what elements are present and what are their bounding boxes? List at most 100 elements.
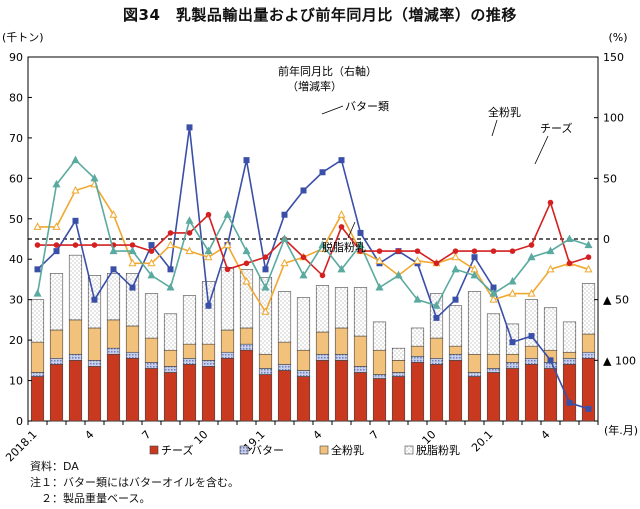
line-point-3-5: [128, 246, 137, 255]
line-point-0-12: [262, 266, 269, 273]
line-point-0-13: [281, 211, 288, 218]
x-tick-label-24: 20.1: [469, 428, 496, 455]
bar-segment-0-5: [125, 358, 140, 422]
bar-segment-2-29: [581, 333, 596, 353]
line-point-0-9: [205, 302, 212, 309]
line-point-2-1: [53, 242, 60, 248]
line-point-2-6: [148, 248, 155, 254]
bar-segment-3-16: [334, 287, 349, 329]
bar-segment-0-11: [239, 349, 254, 422]
line-point-0-21: [433, 314, 440, 321]
x-tick-label-3: 4: [82, 428, 96, 442]
bar-segment-2-21: [429, 337, 444, 359]
line-point-3-18: [375, 282, 384, 291]
line-point-3-10: [223, 210, 232, 218]
bar-segment-1-14: [296, 370, 311, 377]
bar-segment-0-8: [182, 364, 197, 422]
bar-segment-3-18: [372, 321, 387, 351]
bar-segment-3-22: [448, 305, 463, 347]
line-point-0-29: [585, 405, 592, 412]
line-point-3-27: [546, 246, 555, 255]
bar-segment-2-23: [467, 353, 482, 373]
line-point-1-10: [223, 240, 232, 249]
line-point-2-5: [129, 242, 136, 248]
bar-segment-1-18: [372, 374, 387, 379]
bar-segment-0-19: [391, 376, 406, 422]
bar-segment-1-21: [429, 358, 444, 365]
line-point-3-6: [147, 270, 156, 279]
bar-segment-2-8: [182, 343, 197, 359]
bar-segment-3-4: [106, 273, 121, 321]
bar-segment-0-27: [543, 368, 558, 422]
bar-segment-2-7: [163, 349, 178, 367]
right-axis-caption-line1: 前年同月比（右軸）: [278, 64, 377, 78]
bar-segment-0-1: [49, 364, 64, 422]
bar-segment-2-22: [448, 345, 463, 355]
line-point-3-19: [394, 270, 403, 279]
left-axis-unit: (千トン): [2, 31, 44, 44]
x-tick-label-15: 4: [310, 428, 324, 442]
left-tick-label-6: 60: [9, 172, 23, 185]
line-point-0-6: [148, 242, 155, 249]
line-point-2-19: [395, 248, 402, 254]
line-point-0-4: [110, 266, 117, 273]
bar-segment-2-9: [201, 343, 216, 361]
bar-segment-1-24: [486, 368, 501, 373]
bar-segment-0-12: [258, 374, 273, 422]
line-point-2-25: [509, 248, 516, 254]
line-point-2-3: [91, 242, 98, 248]
line-point-0-8: [186, 124, 193, 131]
line-point-0-3: [91, 296, 98, 303]
line-point-1-6: [147, 258, 156, 267]
bar-segment-3-14: [296, 297, 311, 351]
bar-segment-1-11: [239, 343, 254, 351]
line-point-2-9: [205, 211, 212, 218]
line-point-0-14: [300, 187, 307, 194]
bar-segment-3-27: [543, 307, 558, 351]
line-point-3-20: [413, 295, 422, 303]
bar-segment-3-24: [486, 313, 501, 355]
line-point-1-2: [71, 185, 80, 194]
x-axis-unit: (年.月): [604, 423, 638, 437]
right-tick-label-6: 150: [603, 51, 624, 64]
bar-segment-2-2: [68, 319, 83, 355]
line-point-3-15: [318, 240, 327, 249]
right-tick-label-4: 50: [603, 172, 617, 185]
bar-segment-2-19: [391, 360, 406, 373]
bar-segment-3-7: [163, 313, 178, 351]
left-tick-label-5: 50: [9, 213, 23, 226]
bar-segment-1-15: [315, 353, 330, 361]
line-point-1-18: [375, 256, 384, 264]
line-point-2-16: [338, 224, 345, 230]
line-point-2-11: [243, 260, 250, 267]
line-label-0: バター類: [345, 100, 389, 113]
bar-segment-3-23: [467, 291, 482, 355]
bar-segment-2-4: [106, 319, 121, 349]
left-tick-label-0: 0: [16, 415, 23, 428]
left-tick-label-9: 90: [9, 51, 23, 64]
line-series-1: [37, 183, 589, 314]
bar-segment-0-16: [334, 360, 349, 422]
line-point-0-1: [53, 248, 60, 255]
bar-segment-1-29: [581, 351, 596, 359]
right-tick-label-1: ▲ 100: [603, 354, 636, 367]
bar-segment-1-16: [334, 353, 349, 361]
bar-segment-0-18: [372, 378, 387, 422]
bar-segment-0-25: [505, 368, 520, 422]
line-point-3-1: [52, 179, 61, 188]
bar-segment-3-1: [49, 273, 64, 331]
bar-segment-2-17: [353, 335, 368, 367]
line-point-1-20: [413, 256, 422, 264]
right-tick-label-3: 0: [603, 233, 610, 246]
bar-segment-1-9: [201, 360, 216, 367]
bar-segment-1-26: [524, 358, 539, 365]
line-label-2: チーズ: [540, 121, 572, 135]
line-point-2-22: [452, 248, 459, 254]
line-point-3-2: [71, 155, 80, 164]
line-point-1-24: [489, 295, 498, 303]
line-point-3-9: [204, 246, 213, 255]
bar-segment-2-0: [30, 341, 45, 373]
line-point-2-23: [471, 248, 478, 254]
legend-swatch-1: [239, 445, 249, 455]
